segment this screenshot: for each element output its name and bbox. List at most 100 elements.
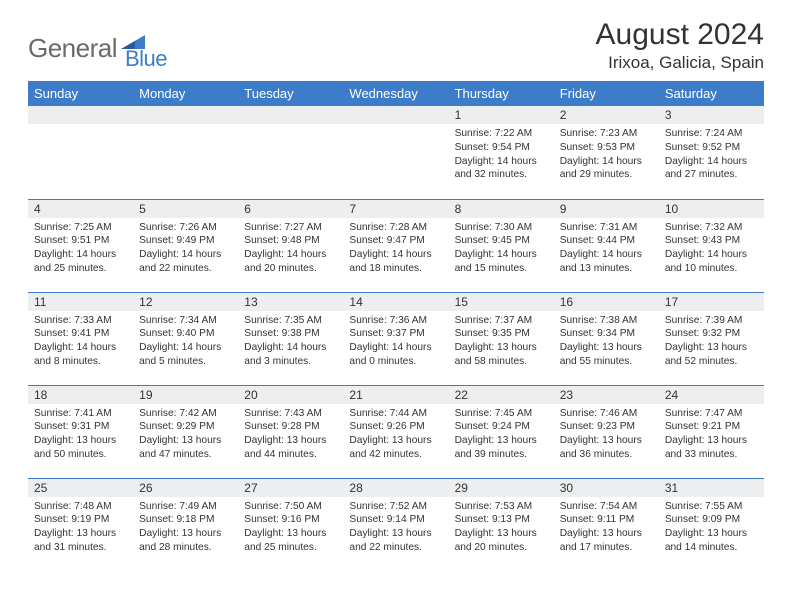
day-cell: 7Sunrise: 7:28 AMSunset: 9:47 PMDaylight… (343, 199, 448, 292)
day-details: Sunrise: 7:39 AMSunset: 9:32 PMDaylight:… (659, 311, 764, 371)
sunrise-text: Sunrise: 7:52 AM (349, 500, 442, 514)
day-cell (133, 106, 238, 199)
day-details: Sunrise: 7:31 AMSunset: 9:44 PMDaylight:… (554, 218, 659, 278)
day-number: 26 (133, 479, 238, 497)
sunrise-text: Sunrise: 7:27 AM (244, 221, 337, 235)
sunset-text: Sunset: 9:21 PM (665, 420, 758, 434)
day-number: 22 (449, 386, 554, 404)
weekday-header: Wednesday (343, 81, 448, 106)
daylight-text: Daylight: 14 hours and 13 minutes. (560, 248, 653, 276)
day-number: 3 (659, 106, 764, 124)
day-cell: 27Sunrise: 7:50 AMSunset: 9:16 PMDayligh… (238, 478, 343, 571)
day-details: Sunrise: 7:23 AMSunset: 9:53 PMDaylight:… (554, 124, 659, 184)
sunset-text: Sunset: 9:40 PM (139, 327, 232, 341)
daylight-text: Daylight: 13 hours and 52 minutes. (665, 341, 758, 369)
day-details: Sunrise: 7:22 AMSunset: 9:54 PMDaylight:… (449, 124, 554, 184)
day-details: Sunrise: 7:30 AMSunset: 9:45 PMDaylight:… (449, 218, 554, 278)
sunset-text: Sunset: 9:44 PM (560, 234, 653, 248)
day-number: 24 (659, 386, 764, 404)
day-details: Sunrise: 7:33 AMSunset: 9:41 PMDaylight:… (28, 311, 133, 371)
sunrise-text: Sunrise: 7:28 AM (349, 221, 442, 235)
day-number: 12 (133, 293, 238, 311)
sunset-text: Sunset: 9:48 PM (244, 234, 337, 248)
sunset-text: Sunset: 9:31 PM (34, 420, 127, 434)
sunrise-text: Sunrise: 7:46 AM (560, 407, 653, 421)
day-details: Sunrise: 7:44 AMSunset: 9:26 PMDaylight:… (343, 404, 448, 464)
day-details: Sunrise: 7:34 AMSunset: 9:40 PMDaylight:… (133, 311, 238, 371)
day-number: 7 (343, 200, 448, 218)
sunrise-text: Sunrise: 7:37 AM (455, 314, 548, 328)
day-details: Sunrise: 7:42 AMSunset: 9:29 PMDaylight:… (133, 404, 238, 464)
weekday-header-row: Sunday Monday Tuesday Wednesday Thursday… (28, 81, 764, 106)
day-cell: 13Sunrise: 7:35 AMSunset: 9:38 PMDayligh… (238, 292, 343, 385)
sunset-text: Sunset: 9:37 PM (349, 327, 442, 341)
day-details: Sunrise: 7:38 AMSunset: 9:34 PMDaylight:… (554, 311, 659, 371)
day-cell: 29Sunrise: 7:53 AMSunset: 9:13 PMDayligh… (449, 478, 554, 571)
daylight-text: Daylight: 14 hours and 20 minutes. (244, 248, 337, 276)
day-details: Sunrise: 7:55 AMSunset: 9:09 PMDaylight:… (659, 497, 764, 557)
day-cell: 28Sunrise: 7:52 AMSunset: 9:14 PMDayligh… (343, 478, 448, 571)
weekday-header: Saturday (659, 81, 764, 106)
daylight-text: Daylight: 14 hours and 0 minutes. (349, 341, 442, 369)
day-cell: 31Sunrise: 7:55 AMSunset: 9:09 PMDayligh… (659, 478, 764, 571)
sunset-text: Sunset: 9:51 PM (34, 234, 127, 248)
weekday-header: Monday (133, 81, 238, 106)
sunset-text: Sunset: 9:52 PM (665, 141, 758, 155)
sunrise-text: Sunrise: 7:53 AM (455, 500, 548, 514)
daylight-text: Daylight: 14 hours and 25 minutes. (34, 248, 127, 276)
daylight-text: Daylight: 14 hours and 32 minutes. (455, 155, 548, 183)
sunrise-text: Sunrise: 7:25 AM (34, 221, 127, 235)
day-cell: 4Sunrise: 7:25 AMSunset: 9:51 PMDaylight… (28, 199, 133, 292)
daylight-text: Daylight: 13 hours and 55 minutes. (560, 341, 653, 369)
day-details: Sunrise: 7:25 AMSunset: 9:51 PMDaylight:… (28, 218, 133, 278)
day-cell: 19Sunrise: 7:42 AMSunset: 9:29 PMDayligh… (133, 385, 238, 478)
day-cell: 8Sunrise: 7:30 AMSunset: 9:45 PMDaylight… (449, 199, 554, 292)
day-number: 1 (449, 106, 554, 124)
sunrise-text: Sunrise: 7:54 AM (560, 500, 653, 514)
sunset-text: Sunset: 9:16 PM (244, 513, 337, 527)
day-details: Sunrise: 7:26 AMSunset: 9:49 PMDaylight:… (133, 218, 238, 278)
day-details: Sunrise: 7:28 AMSunset: 9:47 PMDaylight:… (343, 218, 448, 278)
day-details (133, 124, 238, 129)
day-details: Sunrise: 7:43 AMSunset: 9:28 PMDaylight:… (238, 404, 343, 464)
day-cell: 12Sunrise: 7:34 AMSunset: 9:40 PMDayligh… (133, 292, 238, 385)
day-cell: 2Sunrise: 7:23 AMSunset: 9:53 PMDaylight… (554, 106, 659, 199)
sunset-text: Sunset: 9:26 PM (349, 420, 442, 434)
day-cell (238, 106, 343, 199)
sunrise-text: Sunrise: 7:39 AM (665, 314, 758, 328)
day-number: 19 (133, 386, 238, 404)
sunset-text: Sunset: 9:13 PM (455, 513, 548, 527)
daylight-text: Daylight: 13 hours and 58 minutes. (455, 341, 548, 369)
day-number: 16 (554, 293, 659, 311)
calendar-table: Sunday Monday Tuesday Wednesday Thursday… (28, 81, 764, 571)
day-cell: 16Sunrise: 7:38 AMSunset: 9:34 PMDayligh… (554, 292, 659, 385)
daylight-text: Daylight: 13 hours and 36 minutes. (560, 434, 653, 462)
daylight-text: Daylight: 14 hours and 27 minutes. (665, 155, 758, 183)
day-cell: 24Sunrise: 7:47 AMSunset: 9:21 PMDayligh… (659, 385, 764, 478)
week-row: 4Sunrise: 7:25 AMSunset: 9:51 PMDaylight… (28, 199, 764, 292)
sunrise-text: Sunrise: 7:22 AM (455, 127, 548, 141)
day-cell: 26Sunrise: 7:49 AMSunset: 9:18 PMDayligh… (133, 478, 238, 571)
day-details: Sunrise: 7:48 AMSunset: 9:19 PMDaylight:… (28, 497, 133, 557)
daylight-text: Daylight: 14 hours and 8 minutes. (34, 341, 127, 369)
sunset-text: Sunset: 9:11 PM (560, 513, 653, 527)
sunrise-text: Sunrise: 7:24 AM (665, 127, 758, 141)
day-details: Sunrise: 7:37 AMSunset: 9:35 PMDaylight:… (449, 311, 554, 371)
logo: General Blue (28, 24, 167, 72)
sunrise-text: Sunrise: 7:35 AM (244, 314, 337, 328)
daylight-text: Daylight: 14 hours and 15 minutes. (455, 248, 548, 276)
sunrise-text: Sunrise: 7:41 AM (34, 407, 127, 421)
day-number: 23 (554, 386, 659, 404)
day-number: 30 (554, 479, 659, 497)
sunset-text: Sunset: 9:43 PM (665, 234, 758, 248)
day-number (238, 106, 343, 124)
header: General Blue August 2024 Irixoa, Galicia… (28, 18, 764, 73)
day-cell: 17Sunrise: 7:39 AMSunset: 9:32 PMDayligh… (659, 292, 764, 385)
day-details (343, 124, 448, 129)
week-row: 11Sunrise: 7:33 AMSunset: 9:41 PMDayligh… (28, 292, 764, 385)
daylight-text: Daylight: 14 hours and 29 minutes. (560, 155, 653, 183)
day-cell: 5Sunrise: 7:26 AMSunset: 9:49 PMDaylight… (133, 199, 238, 292)
day-number (133, 106, 238, 124)
day-number: 15 (449, 293, 554, 311)
sunrise-text: Sunrise: 7:44 AM (349, 407, 442, 421)
